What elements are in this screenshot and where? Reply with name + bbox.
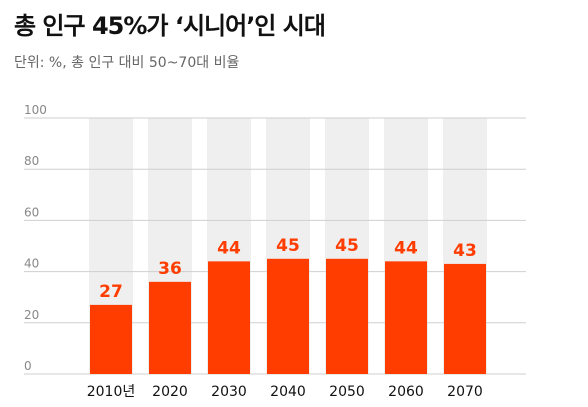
y-tick-label: 0 <box>24 359 32 373</box>
bar <box>208 261 250 374</box>
bar <box>444 263 486 374</box>
data-label: 45 <box>276 236 300 256</box>
data-label: 45 <box>335 236 359 256</box>
bar <box>149 281 191 374</box>
y-tick-label: 100 <box>24 103 47 117</box>
data-label: 27 <box>99 282 123 302</box>
y-tick-label: 80 <box>24 154 39 168</box>
chart-title: 총 인구 45%가 ‘시니어’인 시대 <box>14 12 326 40</box>
bar <box>385 261 427 374</box>
bar <box>90 304 132 374</box>
y-tick-label: 60 <box>24 205 39 219</box>
x-tick-label: 2050 <box>329 384 365 400</box>
chart-subtitle: 단위: %, 총 인구 대비 50~70대 비율 <box>14 55 240 71</box>
y-tick-label: 20 <box>24 308 39 322</box>
x-tick-label: 2010년 <box>87 384 136 400</box>
x-tick-label: 2030 <box>211 384 247 400</box>
bar <box>326 258 368 374</box>
bar <box>267 258 309 374</box>
x-tick-label: 2040 <box>270 384 306 400</box>
x-tick-label: 2070 <box>447 384 483 400</box>
data-label: 44 <box>394 238 418 258</box>
x-tick-label: 2020 <box>152 384 188 400</box>
data-label: 43 <box>453 241 477 261</box>
x-tick-label: 2060 <box>388 384 424 400</box>
data-label: 44 <box>217 238 241 258</box>
y-tick-label: 40 <box>24 257 39 271</box>
data-label: 36 <box>158 259 182 279</box>
